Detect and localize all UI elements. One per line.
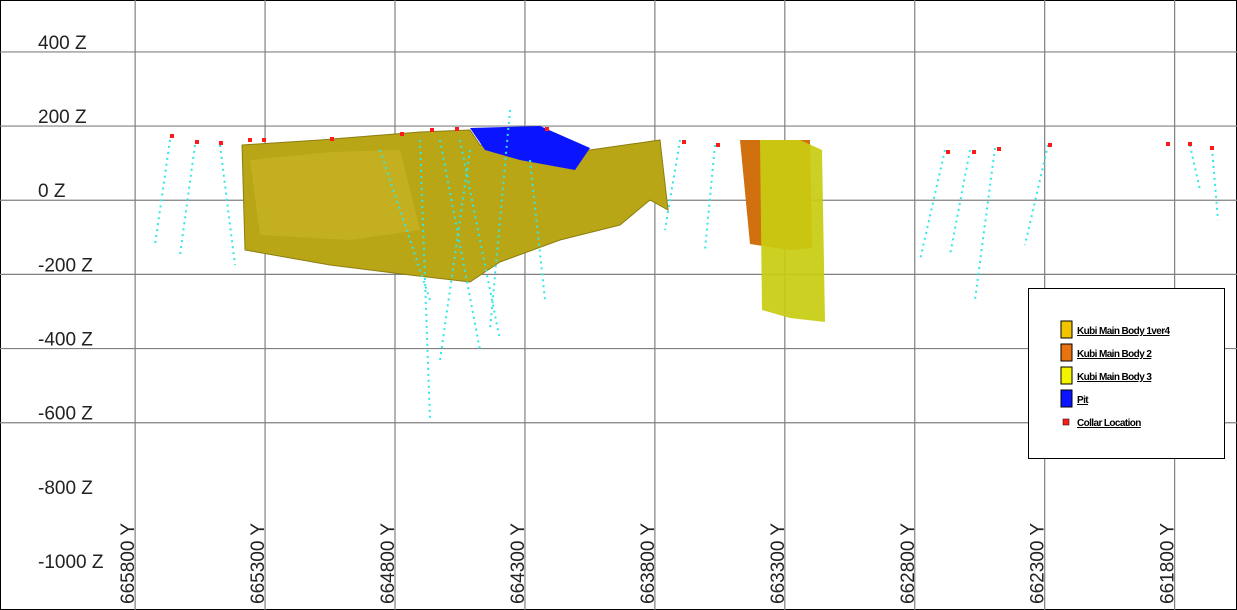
z-tick-label: -400 Z (38, 330, 93, 351)
legend-label: Collar Location (1077, 418, 1141, 429)
y-tick-label: 665800 Y (118, 523, 139, 604)
section-view: Kubi Main Body 1ver4 Kubi Main Body 2 Kubi… (0, 0, 1237, 610)
z-tick-label: -1000 Z (38, 552, 104, 573)
legend-label: Kubi Main Body 3 (1077, 372, 1152, 383)
main-body-1-face (250, 150, 420, 240)
legend-swatch (1061, 390, 1072, 407)
y-tick-label: 662300 Y (1028, 523, 1049, 604)
z-tick-label: -200 Z (38, 255, 93, 276)
legend-swatch (1061, 321, 1072, 338)
main-body-3 (760, 140, 825, 322)
legend: Kubi Main Body 1ver4 Kubi Main Body 2 Kubi… (1029, 289, 1225, 459)
z-tick-label: -600 Z (38, 404, 93, 425)
legend-label: Kubi Main Body 1ver4 (1077, 326, 1171, 337)
y-tick-label: 662800 Y (898, 523, 919, 604)
legend-label: Kubi Main Body 2 (1077, 349, 1152, 360)
y-tick-label: 663800 Y (638, 523, 659, 604)
page: Kubi Main Body 1ver4 Kubi Main Body 2 Kubi… (0, 0, 1237, 610)
z-tick-label: 0 Z (38, 181, 66, 202)
z-tick-label: 400 Z (38, 33, 87, 54)
legend-label: Pit (1077, 395, 1089, 406)
y-tick-label: 661800 Y (1158, 523, 1179, 604)
y-tick-label: 665300 Y (248, 523, 269, 604)
y-tick-label: 663300 Y (768, 523, 789, 604)
y-tick-label: 664300 Y (508, 523, 529, 604)
legend-swatch (1061, 344, 1072, 361)
legend-swatch (1061, 367, 1072, 384)
y-tick-label: 664800 Y (378, 523, 399, 604)
legend-swatch (1063, 419, 1069, 425)
z-tick-label: 200 Z (38, 107, 87, 128)
z-tick-label: -800 Z (38, 478, 93, 499)
